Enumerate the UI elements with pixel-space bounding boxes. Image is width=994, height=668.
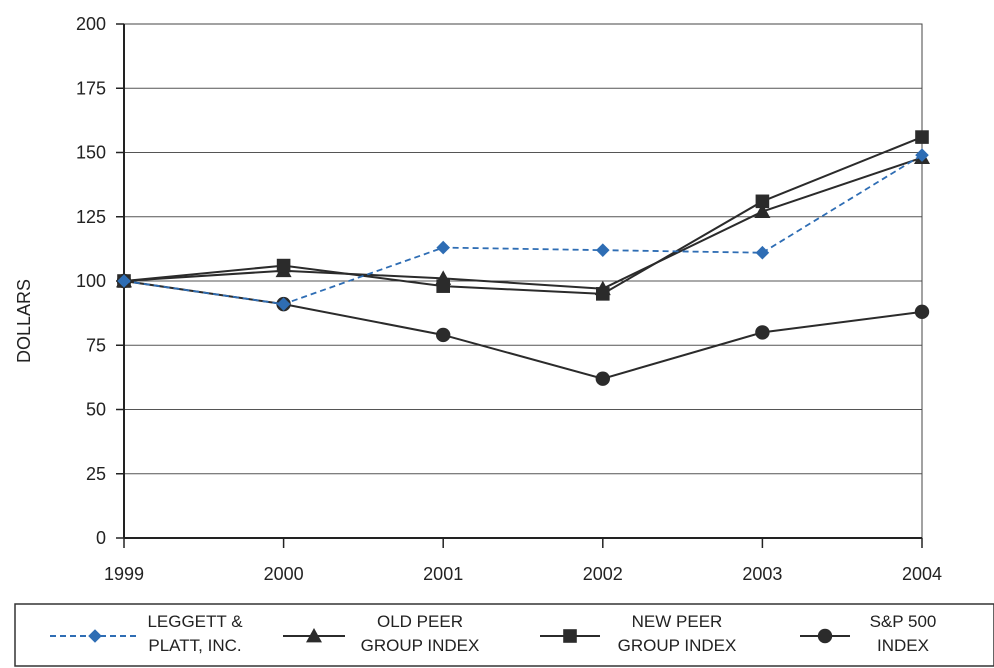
legend-label: NEW PEER bbox=[632, 612, 723, 631]
series-line bbox=[123, 154, 923, 306]
y-tick-label: 150 bbox=[76, 143, 106, 163]
data-point bbox=[755, 245, 770, 260]
y-tick-label: 200 bbox=[76, 14, 106, 34]
data-point bbox=[755, 325, 770, 340]
x-tick-label: 2003 bbox=[742, 564, 782, 584]
x-tick-label: 2001 bbox=[423, 564, 463, 584]
legend-marker bbox=[817, 628, 833, 644]
data-point bbox=[755, 194, 770, 209]
y-axis-label: DOLLARS bbox=[14, 279, 34, 363]
data-point bbox=[276, 297, 291, 311]
data-point bbox=[596, 287, 610, 301]
legend-marker bbox=[88, 629, 102, 643]
y-tick-label: 50 bbox=[86, 400, 106, 420]
legend-marker bbox=[563, 629, 577, 643]
legend-item: NEW PEER GROUP INDEX bbox=[540, 612, 736, 655]
series-line bbox=[123, 136, 923, 295]
series-group bbox=[116, 130, 930, 386]
x-tick-label: 1999 bbox=[104, 564, 144, 584]
data-point bbox=[276, 258, 291, 273]
legend-box bbox=[14, 603, 994, 667]
x-tick-label: 2000 bbox=[264, 564, 304, 584]
series-line bbox=[123, 280, 923, 380]
data-point bbox=[914, 304, 930, 320]
legend-item: S&P 500 INDEX bbox=[800, 612, 936, 655]
legend-label: OLD PEER bbox=[377, 612, 463, 631]
x-tick-label: 2002 bbox=[583, 564, 623, 584]
legend-label: PLATT, INC. bbox=[148, 636, 241, 655]
legend-label: LEGGETT & bbox=[147, 612, 243, 631]
series-square bbox=[117, 130, 929, 301]
legend-label: INDEX bbox=[877, 636, 929, 655]
legend-label: GROUP INDEX bbox=[361, 636, 480, 655]
legend-label: S&P 500 bbox=[870, 612, 937, 631]
series-diamond bbox=[117, 148, 929, 311]
y-tick-label: 0 bbox=[96, 528, 106, 548]
data-point bbox=[436, 279, 450, 293]
data-point bbox=[595, 371, 610, 386]
data-point bbox=[754, 203, 771, 219]
x-tick-labels: 1999 2000 2001 2002 2003 2004 bbox=[104, 564, 942, 584]
legend-label: GROUP INDEX bbox=[618, 636, 737, 655]
data-point bbox=[596, 243, 610, 257]
y-tick-labels: 0 25 50 75 100 125 150 175 200 bbox=[76, 14, 106, 548]
y-tick-label: 75 bbox=[86, 335, 106, 355]
grid-lines bbox=[124, 23, 922, 475]
data-point bbox=[915, 130, 929, 144]
y-tick-label: 175 bbox=[76, 78, 106, 98]
y-tick-label: 125 bbox=[76, 207, 106, 227]
data-point bbox=[117, 274, 131, 288]
axes bbox=[116, 23, 923, 548]
y-tick-label: 100 bbox=[76, 271, 106, 291]
legend-marker bbox=[306, 628, 322, 643]
data-point bbox=[436, 327, 451, 343]
series-triangle bbox=[116, 149, 930, 296]
data-point bbox=[915, 148, 929, 162]
legend-item: LEGGETT & PLATT, INC. bbox=[50, 612, 243, 655]
series-line bbox=[123, 156, 923, 290]
y-tick-label: 25 bbox=[86, 464, 106, 484]
data-point bbox=[436, 240, 450, 255]
legend-item: OLD PEER GROUP INDEX bbox=[283, 612, 479, 655]
x-tick-label: 2004 bbox=[902, 564, 942, 584]
